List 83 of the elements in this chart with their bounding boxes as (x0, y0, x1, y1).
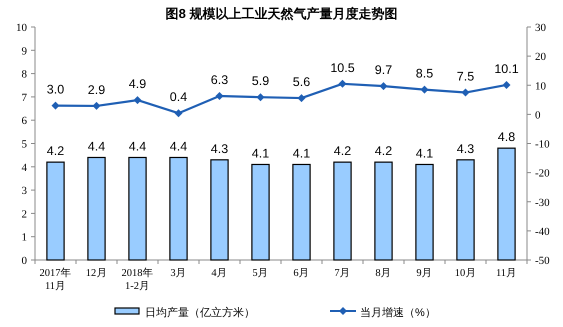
y-tick-label: 4 (22, 162, 28, 174)
x-tick-label: 7月 (334, 267, 351, 279)
y-tick-label: 6 (22, 115, 28, 128)
y-tick-label: 0 (22, 255, 28, 267)
chart-title: 图8 规模以上工业天然气产量月度走势图 (166, 6, 398, 21)
data-label: 7.5 (456, 70, 474, 84)
data-label: 4.9 (128, 77, 146, 92)
y2-tick-label: 10 (535, 80, 546, 92)
y-tick-label: 8 (22, 68, 28, 81)
data-label: 4.1 (292, 146, 310, 160)
point (52, 102, 60, 110)
bar (46, 162, 65, 261)
bar (333, 162, 352, 261)
legend-label: 日均产量（亿立方米） (145, 306, 255, 319)
data-label: 5.9 (252, 74, 270, 88)
x-tick-label: 2018年 1-2月 (122, 267, 154, 292)
data-label: 4.3 (456, 142, 474, 156)
data-label: 9.7 (374, 63, 392, 78)
point (338, 80, 346, 88)
y-tick-label: 5 (22, 138, 28, 150)
y2-tick-label: 30 (535, 22, 546, 34)
y-tick-label: 3 (22, 185, 28, 198)
point (92, 102, 100, 110)
data-label: 4.3 (210, 142, 228, 156)
data-label: 0.4 (170, 90, 188, 104)
data-label: 2.9 (88, 82, 106, 97)
y2-tick-label: -30 (535, 196, 550, 209)
data-label: 6.3 (210, 73, 228, 88)
y2-tick-label: -40 (535, 226, 550, 238)
y2-tick-label: 20 (535, 51, 546, 64)
data-label: 10.1 (494, 62, 519, 76)
data-label: 4.2 (374, 144, 392, 158)
point (462, 88, 470, 97)
y-tick-label: 2 (22, 208, 27, 220)
y-tick-label: 9 (22, 45, 28, 58)
x-tick-label: 4月 (211, 267, 228, 279)
x-tick-label: 9月 (416, 267, 433, 279)
x-tick-label: 11月 (496, 267, 518, 279)
point (502, 80, 510, 89)
point (420, 86, 428, 94)
legend-label: 当月增速（%） (360, 306, 436, 319)
data-label: 4.2 (334, 144, 352, 158)
y-tick-label: 10 (16, 22, 28, 34)
y-tick-label: 7 (22, 92, 28, 104)
point (174, 109, 182, 118)
bar (415, 164, 434, 261)
x-tick-label: 10月 (454, 267, 476, 279)
x-tick-label: 12月 (86, 267, 108, 279)
data-label: 4.4 (170, 139, 188, 154)
point (216, 92, 224, 100)
y2-tick-label: -50 (535, 255, 550, 267)
bar (497, 148, 516, 261)
data-label: 10.5 (330, 60, 355, 75)
x-tick-label: 3月 (170, 267, 187, 279)
point (380, 82, 388, 90)
bar (210, 159, 229, 261)
bar (374, 162, 393, 261)
data-label: 8.5 (416, 66, 434, 81)
data-label: 4.1 (252, 146, 270, 160)
bar (292, 164, 311, 261)
data-label: 5.6 (292, 75, 310, 90)
data-label: 3.0 (46, 82, 64, 97)
data-label: 4.8 (498, 130, 516, 144)
y2-tick-label: -10 (535, 138, 550, 150)
data-label: 4.2 (46, 144, 64, 158)
y2-tick-label: 0 (535, 109, 541, 122)
point (256, 93, 264, 102)
point (298, 94, 306, 102)
bar (169, 156, 188, 261)
x-tick-label: 5月 (252, 267, 269, 279)
x-tick-label: 2017年 11月 (40, 267, 72, 292)
bar (456, 159, 475, 261)
bar (87, 156, 106, 261)
y2-tick-label: -20 (535, 168, 550, 180)
data-label: 4.4 (128, 139, 146, 154)
bar (128, 156, 147, 261)
data-label: 4.4 (88, 139, 106, 154)
data-label: 4.1 (416, 146, 434, 160)
x-tick-label: 8月 (375, 267, 392, 279)
y-tick-label: 1 (22, 232, 27, 244)
bar (251, 164, 270, 261)
point (134, 96, 142, 104)
x-tick-label: 6月 (293, 267, 310, 279)
